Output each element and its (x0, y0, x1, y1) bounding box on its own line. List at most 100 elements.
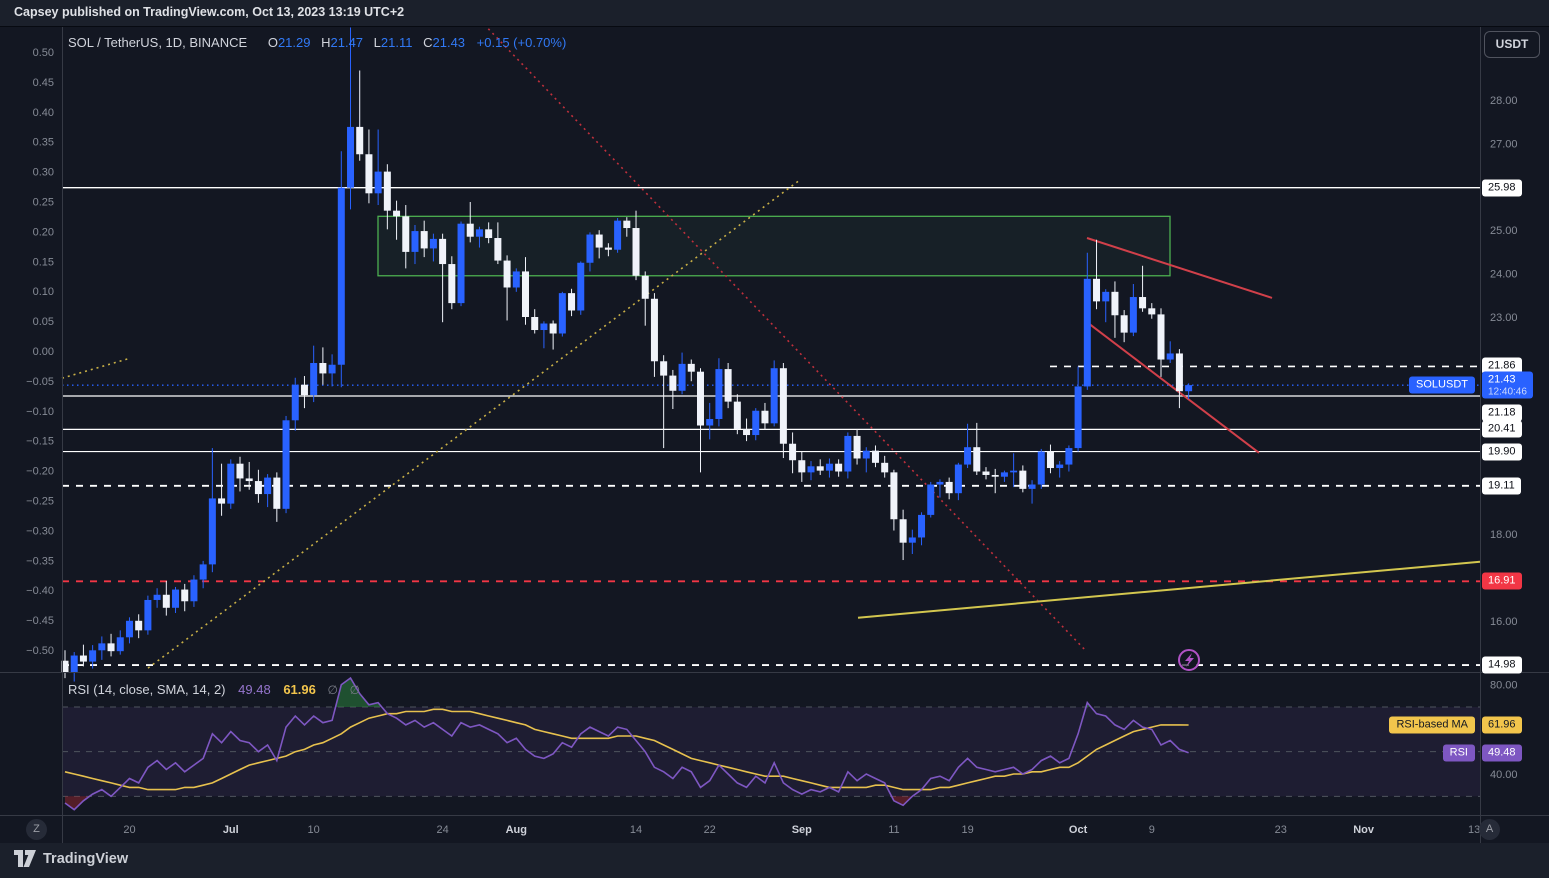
left-axis-label[interactable]: −0.35 (26, 555, 54, 567)
price-axis-label-25[interactable]: 25.00 (1490, 225, 1518, 237)
candle-body (420, 231, 428, 249)
left-axis-label[interactable]: −0.20 (26, 466, 54, 478)
open-label: O (267, 35, 278, 50)
candle-body (770, 368, 778, 424)
candle-body (190, 579, 198, 602)
price-axis-label-28[interactable]: 28.00 (1490, 95, 1518, 107)
time-tick-13[interactable]: 13 (1468, 824, 1480, 836)
timezone-button[interactable]: Z (26, 819, 47, 840)
candle-body (319, 363, 327, 374)
candle-body (393, 210, 401, 217)
candle-body (982, 471, 990, 475)
tradingview-logo[interactable]: TradingView (14, 850, 128, 867)
candle-body (706, 418, 714, 426)
red-dotted-downtrend[interactable] (479, 19, 1086, 651)
open-value: 21.29 (277, 35, 311, 50)
candle-body (641, 275, 649, 299)
candle-body (586, 234, 594, 263)
left-axis-label[interactable]: −0.05 (26, 376, 54, 388)
left-axis-label[interactable]: 0.05 (33, 316, 54, 328)
left-axis-label[interactable]: 0.25 (33, 197, 54, 209)
left-axis-label[interactable]: 0.40 (33, 107, 54, 119)
price-axis-label-18[interactable]: 18.00 (1490, 529, 1518, 541)
red-wedge-upper[interactable] (1086, 237, 1273, 299)
time-tick-14[interactable]: 14 (630, 824, 642, 836)
left-axis-label[interactable]: −0.45 (26, 615, 54, 627)
candle-body (1046, 451, 1054, 469)
time-tick-23[interactable]: 23 (1275, 824, 1287, 836)
close-value: 21.43 (432, 35, 466, 50)
axis-badge-25.98: 25.98 (1482, 179, 1522, 197)
yellow-dotted-segment[interactable] (61, 357, 131, 379)
change-value: +0.15 (+0.70%) (476, 35, 567, 50)
time-tick-24[interactable]: 24 (436, 824, 448, 836)
candle-body (448, 264, 456, 304)
candle-body (1157, 314, 1165, 360)
left-axis-label[interactable]: 0.15 (33, 256, 54, 268)
candle-body (568, 293, 576, 311)
candle-body (264, 477, 272, 495)
time-tick-Jul[interactable]: Jul (223, 824, 239, 836)
left-axis-label[interactable]: −0.10 (26, 406, 54, 418)
candle-body (798, 460, 806, 473)
candle-body (135, 620, 143, 631)
candle-body (347, 126, 355, 188)
rsi-axis-label-40[interactable]: 40.00 (1490, 769, 1518, 781)
candle-body (577, 262, 585, 311)
left-axis-label[interactable]: 0.45 (33, 77, 54, 89)
auto-scale-button[interactable]: A (1479, 819, 1500, 840)
time-tick-20[interactable]: 20 (123, 824, 135, 836)
hide-source-icon: ∅ (327, 683, 338, 697)
candle-body (936, 481, 944, 485)
left-axis-label[interactable]: 0.00 (33, 346, 54, 358)
time-tick-Sep[interactable]: Sep (792, 824, 812, 836)
candle-body (724, 369, 732, 402)
left-axis-label[interactable]: 0.35 (33, 137, 54, 149)
left-axis-label[interactable]: −0.40 (26, 585, 54, 597)
candle-body (1139, 297, 1147, 309)
rsi-axis-label-80[interactable]: 80.00 (1490, 680, 1518, 692)
close-label: C (423, 35, 433, 50)
currency-toggle-button[interactable]: USDT (1484, 31, 1540, 58)
candle-body (70, 655, 78, 673)
time-tick-Aug[interactable]: Aug (506, 824, 527, 836)
left-axis-label[interactable]: −0.15 (26, 436, 54, 448)
candle-body (1129, 297, 1137, 333)
left-axis-label[interactable]: 0.20 (33, 226, 54, 238)
rsi-ma-line (64, 708, 1189, 791)
rsi-line (64, 676, 1189, 811)
candle-body (356, 126, 364, 155)
price-axis-label-27[interactable]: 27.00 (1490, 138, 1518, 150)
candle-body (715, 369, 723, 419)
time-tick-Nov[interactable]: Nov (1353, 824, 1375, 836)
left-axis-label[interactable]: −0.50 (26, 645, 54, 657)
candle-body (522, 271, 529, 317)
left-axis-label[interactable]: 0.30 (33, 167, 54, 179)
time-tick-11[interactable]: 11 (888, 824, 899, 836)
price-axis-label-16[interactable]: 16.00 (1490, 616, 1518, 628)
yellow-support[interactable] (857, 560, 1481, 619)
candle-body (1028, 484, 1036, 489)
candle-body (227, 463, 235, 504)
candle-body (899, 519, 907, 543)
left-axis-label[interactable]: 0.50 (33, 47, 54, 59)
left-axis-label[interactable]: −0.30 (26, 525, 54, 537)
red-wedge-lower[interactable] (1086, 321, 1260, 454)
price-axis-label-24[interactable]: 24.00 (1490, 269, 1518, 281)
yellow-dotted-uptrend[interactable] (147, 179, 801, 669)
candle-body (1166, 353, 1174, 360)
lightning-icon (1185, 653, 1194, 667)
left-axis-label[interactable]: 0.10 (33, 286, 54, 298)
price-axis-label-23[interactable]: 23.00 (1490, 312, 1518, 324)
candle-body (402, 216, 410, 252)
time-tick-10[interactable]: 10 (308, 824, 320, 836)
footer-bar (0, 843, 1549, 878)
time-tick-19[interactable]: 19 (961, 824, 973, 836)
time-tick-22[interactable]: 22 (704, 824, 716, 836)
left-axis-label[interactable]: −0.25 (26, 496, 54, 508)
candle-body (383, 171, 391, 211)
candle-body (236, 463, 244, 479)
time-tick-Oct[interactable]: Oct (1069, 824, 1088, 836)
time-tick-9[interactable]: 9 (1149, 824, 1155, 836)
